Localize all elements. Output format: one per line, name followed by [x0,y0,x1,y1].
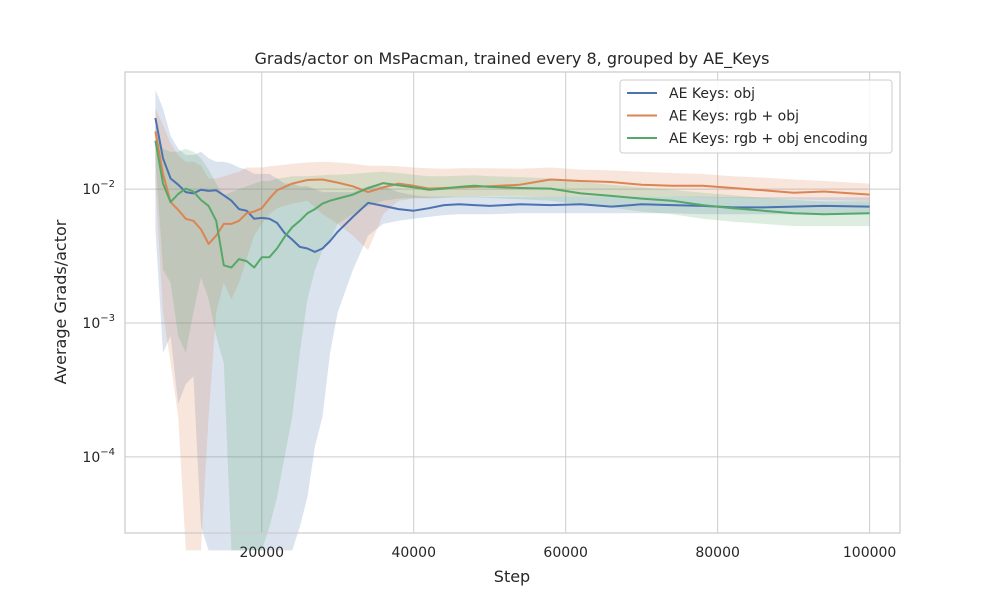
legend-box [619,79,893,154]
legend: AE Keys: obj AE Keys: rgb + obj AE Keys: r… [619,79,893,154]
x-tick-label: 20000 [239,545,284,561]
series-lines [154,117,870,269]
x-tick-label: 100000 [843,545,896,561]
legend-label: AE Keys: rgb + obj [669,109,799,125]
legend-label: AE Keys: obj [669,86,755,102]
confidence-band [155,125,870,551]
series-line [154,140,870,269]
y-tick-label: 10−4 [82,447,115,466]
series-line [154,117,870,253]
series-line [154,131,870,245]
x-tick-label: 40000 [391,545,436,561]
confidence-band [155,108,870,551]
legend-label: AE Keys: rgb + obj encoding [669,131,868,147]
y-axis-label: Average Grads/actor [51,219,70,384]
y-axis-ticks: 10−4 10−3 10−2 [82,179,115,466]
y-tick-label: 10−2 [82,179,115,198]
x-axis-ticks: 20000 40000 60000 80000 100000 [239,545,896,561]
plot-frame [124,71,901,534]
x-tick-label: 80000 [695,545,740,561]
legend-entries: AE Keys: obj AE Keys: rgb + obj AE Keys: r… [627,86,868,147]
chart-title: Grads/actor on MsPacman, trained every 8… [254,49,769,69]
x-tick-label: 60000 [543,545,588,561]
x-axis-label: Step [494,567,530,586]
y-tick-label: 10−3 [82,313,115,332]
